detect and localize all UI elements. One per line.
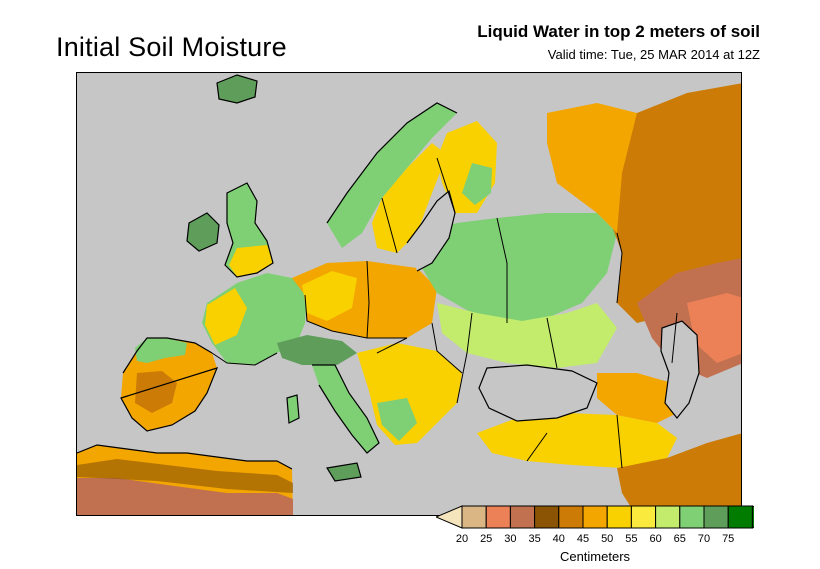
iceland-land: [217, 75, 257, 103]
finland-green: [462, 163, 492, 205]
legend-min-arrow: [436, 505, 463, 529]
country-borders: [211, 157, 678, 469]
legend-tick-label: 65: [673, 533, 686, 545]
map-canvas: [77, 73, 741, 515]
ukraine-land: [437, 303, 617, 368]
alps-land: [277, 335, 357, 365]
sardinia-land: [287, 395, 299, 423]
coastlines: [77, 74, 700, 482]
legend-tick-label: 40: [552, 533, 565, 545]
valid-time: Valid time: Tue, 25 MAR 2014 at 12Z: [547, 47, 760, 62]
caspian-sea: [661, 321, 699, 418]
main-title: Initial Soil Moisture: [56, 32, 287, 62]
legend-tick-label: 70: [697, 533, 711, 545]
legend-tick-label: 20: [455, 533, 469, 545]
black-sea: [479, 365, 597, 421]
turkey-land: [477, 413, 677, 468]
italy-land: [312, 365, 379, 453]
sweden-land: [372, 143, 447, 253]
legend-color-box: [703, 505, 729, 529]
legend-tick-label: 50: [601, 533, 614, 545]
ireland-land: [187, 213, 219, 251]
germany-yellow: [302, 271, 357, 321]
legend-color-box: [679, 505, 705, 529]
baltic-sea: [407, 191, 455, 271]
legend-color-box: [558, 505, 584, 529]
legend-tick-label: 60: [649, 533, 662, 545]
legend-color-box: [727, 505, 753, 529]
legend-tick-labels: 20 25 30 35 40 45 50 55 60 65 70 75: [436, 533, 754, 547]
legend-colorbar: [436, 505, 754, 529]
legend-color-box: [630, 505, 657, 529]
legend-unit-label: Centimeters: [559, 549, 631, 564]
caucasus-land: [597, 373, 677, 423]
france-west: [205, 288, 247, 345]
legend-tick-label: 25: [480, 533, 493, 545]
legend-tick-label: 35: [528, 533, 541, 545]
middle-east-land: [617, 433, 741, 515]
legend-color-box: [655, 505, 681, 529]
legend-max-arrow: [751, 505, 754, 529]
sicily-land: [327, 463, 361, 481]
legend-tick-label: 30: [504, 533, 517, 545]
norway-land: [327, 103, 457, 248]
iberia-green: [135, 338, 187, 363]
balkans-green: [377, 398, 417, 441]
legend-tick-label: 75: [722, 533, 735, 545]
sahara-band: [77, 459, 293, 493]
legend-color-box: [485, 505, 511, 529]
russia-band: [547, 103, 637, 233]
caspian-region-orange: [687, 293, 741, 363]
iberia-dark: [135, 371, 177, 413]
legend-color-box: [582, 505, 608, 529]
legend-color-box: [534, 505, 560, 529]
legend-tick-label: 55: [625, 533, 638, 545]
great-britain-south: [229, 245, 273, 277]
product-title: Liquid Water in top 2 meters of soil: [477, 22, 760, 41]
baltics-belarus-land: [417, 213, 617, 323]
legend-color-box: [606, 505, 632, 529]
russia-east-land: [597, 83, 741, 323]
legend-color-box: [461, 505, 487, 529]
north-africa-dry: [77, 478, 293, 515]
legend-color-box: [509, 505, 536, 529]
soil-moisture-map: [76, 72, 742, 516]
color-legend: [436, 504, 754, 530]
legend-tick-label: 45: [576, 533, 590, 545]
